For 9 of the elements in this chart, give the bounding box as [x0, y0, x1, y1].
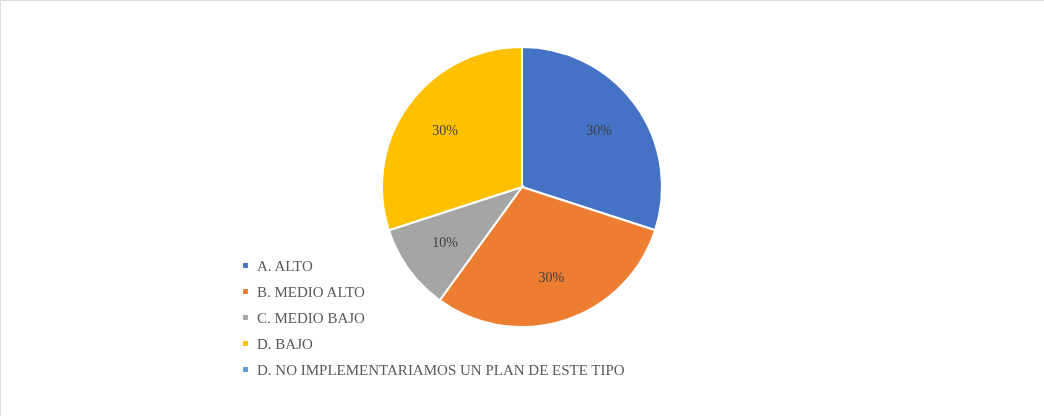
legend-label: A. ALTO	[257, 257, 314, 274]
data-label: 30%	[432, 123, 459, 139]
data-label: 30%	[586, 123, 613, 139]
legend-label: D. BAJO	[257, 335, 314, 352]
legend-label: B. MEDIO ALTO	[257, 283, 366, 300]
legend-label: C. MEDIO BAJO	[257, 309, 366, 326]
legend-label: D. NO IMPLEMENTARIAMOS UN PLAN DE ESTE TIPO	[257, 361, 625, 378]
data-label: 10%	[432, 234, 459, 250]
data-label: 30%	[538, 269, 565, 285]
